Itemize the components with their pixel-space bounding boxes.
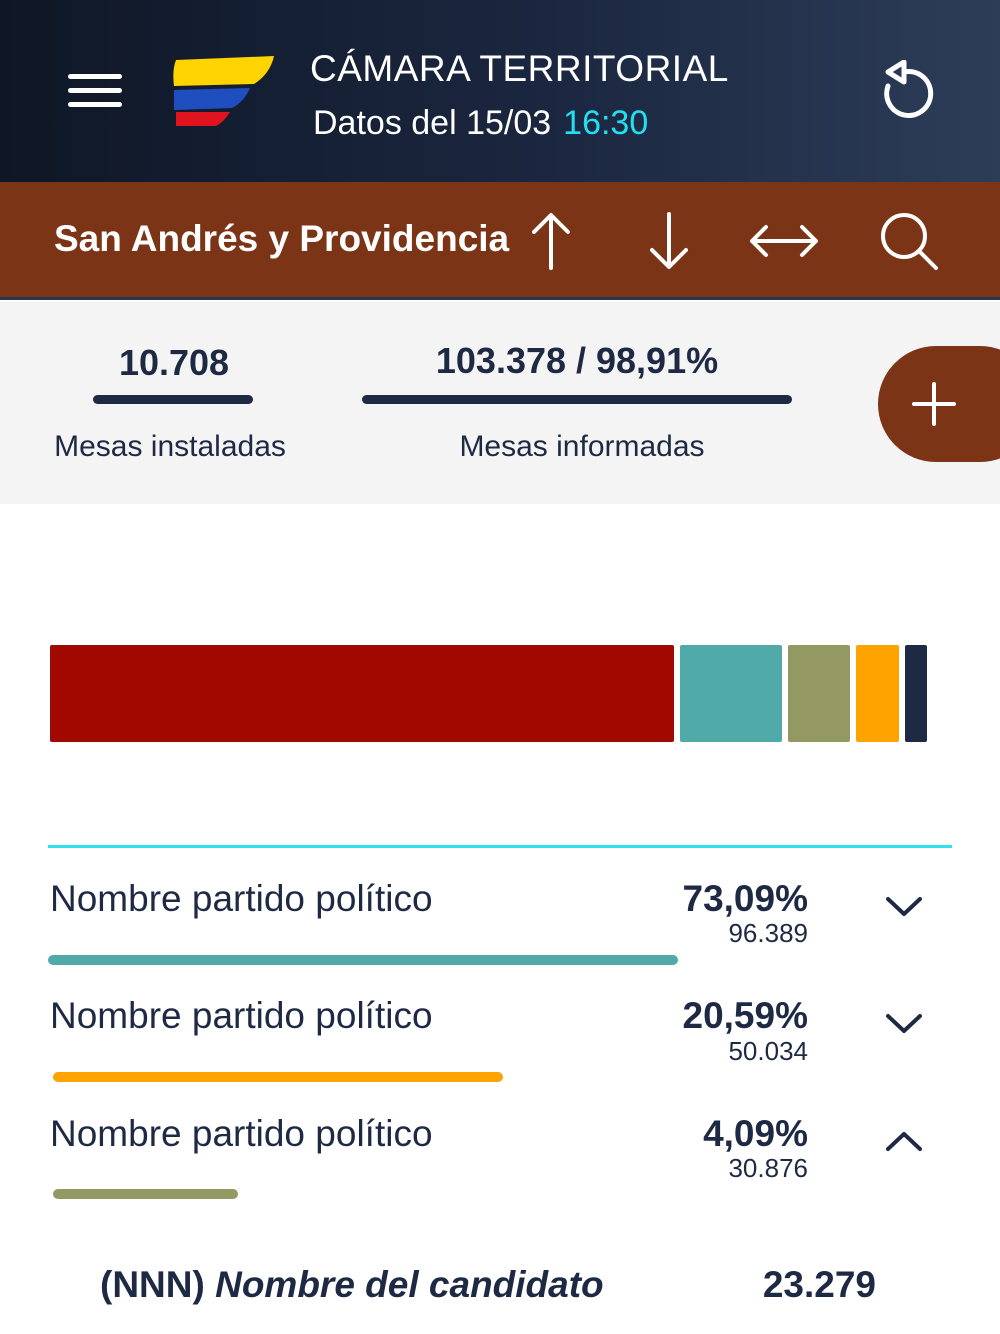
- stats-panel: 10.708 Mesas instaladas 103.378 / 98,91%…: [0, 302, 1000, 504]
- reported-tables-label: Mesas informadas: [459, 430, 705, 463]
- menu-icon[interactable]: [68, 74, 124, 108]
- logo-icon: [173, 56, 274, 126]
- candidate-name: Nombre del candidato: [215, 1264, 604, 1305]
- add-button[interactable]: [878, 346, 1000, 462]
- results-stacked-bar: [50, 645, 950, 742]
- party-percentage: 4,09%: [703, 1113, 808, 1154]
- party-votes: 96.389: [728, 918, 808, 948]
- stacked-bar-segment-2: [680, 645, 782, 742]
- party-name: Nombre partido político: [50, 1113, 433, 1154]
- reported-tables-underline: [362, 395, 792, 404]
- data-time: 16:30: [563, 104, 649, 142]
- refresh-icon[interactable]: [874, 60, 940, 126]
- region-toolbar: San Andrés y Providencia: [0, 182, 1000, 300]
- installed-tables-value: 10.708: [118, 342, 230, 383]
- party-name: Nombre partido político: [50, 878, 433, 919]
- arrow-left-right-icon[interactable]: [748, 210, 820, 272]
- chevron-down-icon[interactable]: [884, 893, 924, 919]
- candidate-name-line: (NNN) Nombre del candidato: [100, 1264, 604, 1306]
- search-icon[interactable]: [878, 210, 940, 272]
- stacked-bar-segment-5: [905, 645, 927, 742]
- plus-icon: [912, 382, 956, 426]
- party-percentage: 73,09%: [682, 878, 809, 919]
- stacked-bar-segment-3: [788, 645, 850, 742]
- party-percentage: 20,59%: [682, 995, 809, 1036]
- candidate-code: (NNN): [100, 1264, 205, 1305]
- party-share-bar: [53, 1072, 503, 1082]
- data-date-label: Datos del 15/03: [313, 104, 552, 142]
- arrow-up-icon[interactable]: [528, 210, 574, 272]
- installed-tables-label: Mesas instaladas: [54, 430, 286, 463]
- arrow-down-icon[interactable]: [646, 210, 692, 272]
- divider: [48, 845, 952, 848]
- installed-tables-underline: [93, 395, 253, 404]
- page-title: CÁMARA TERRITORIAL: [310, 48, 729, 89]
- party-share-bar: [53, 1189, 238, 1199]
- region-name[interactable]: San Andrés y Providencia: [54, 218, 510, 259]
- party-votes: 50.034: [728, 1036, 808, 1066]
- data-timestamp: Datos del 15/03 16:30: [313, 104, 648, 143]
- chevron-down-icon[interactable]: [884, 1010, 924, 1036]
- chevron-up-icon[interactable]: [884, 1128, 924, 1154]
- stacked-bar-segment-1: [50, 645, 674, 742]
- candidate-votes: 23.279: [762, 1264, 876, 1305]
- party-name: Nombre partido político: [50, 995, 433, 1036]
- stacked-bar-segment-4: [856, 645, 899, 742]
- party-share-bar: [48, 955, 678, 965]
- app-header: CÁMARA TERRITORIAL Datos del 15/03 16:30: [0, 0, 1000, 182]
- reported-tables-value: 103.378 / 98,91%: [435, 340, 719, 381]
- party-votes: 30.876: [728, 1153, 808, 1183]
